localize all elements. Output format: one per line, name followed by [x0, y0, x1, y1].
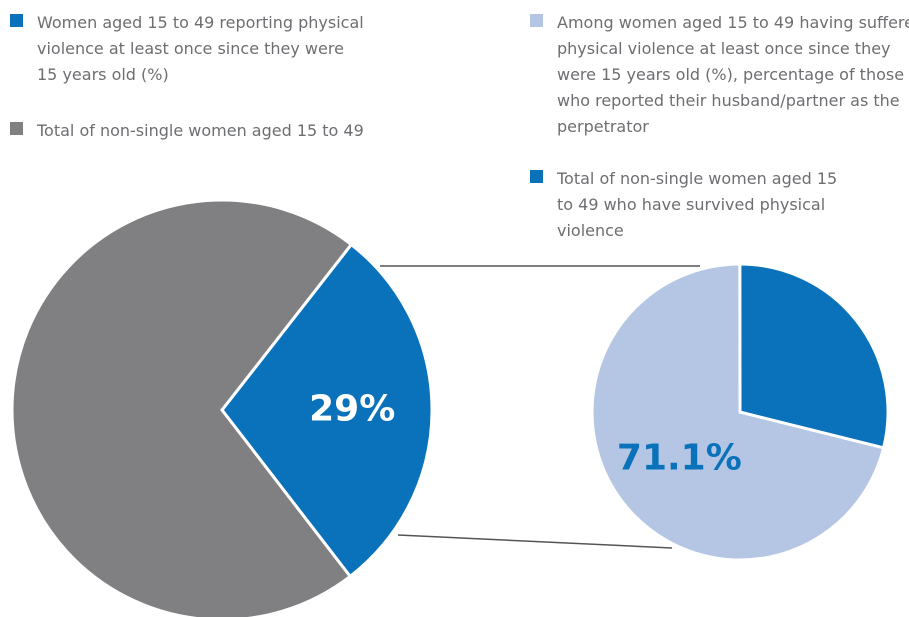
connector-line	[397, 534, 673, 549]
legend-label: Total of non-single women aged 15 to 49	[37, 121, 364, 140]
legend-swatch	[10, 122, 23, 135]
legend-swatch	[530, 170, 543, 183]
pie-slice	[10, 198, 354, 617]
legend-swatch	[10, 14, 23, 27]
legend-label: Women aged 15 to 49 reporting physical v…	[37, 13, 364, 84]
slice-label: 71.1%	[617, 437, 742, 478]
legend-swatch	[530, 14, 543, 27]
slice-label: 29%	[309, 388, 395, 429]
pie-slice	[220, 242, 434, 579]
legend-label: Among women aged 15 to 49 having suffere…	[557, 13, 909, 136]
legend-label: Total of non-single women aged 15 to 49 …	[557, 169, 838, 240]
pie-slice	[738, 262, 890, 450]
pie-slice	[590, 262, 886, 562]
